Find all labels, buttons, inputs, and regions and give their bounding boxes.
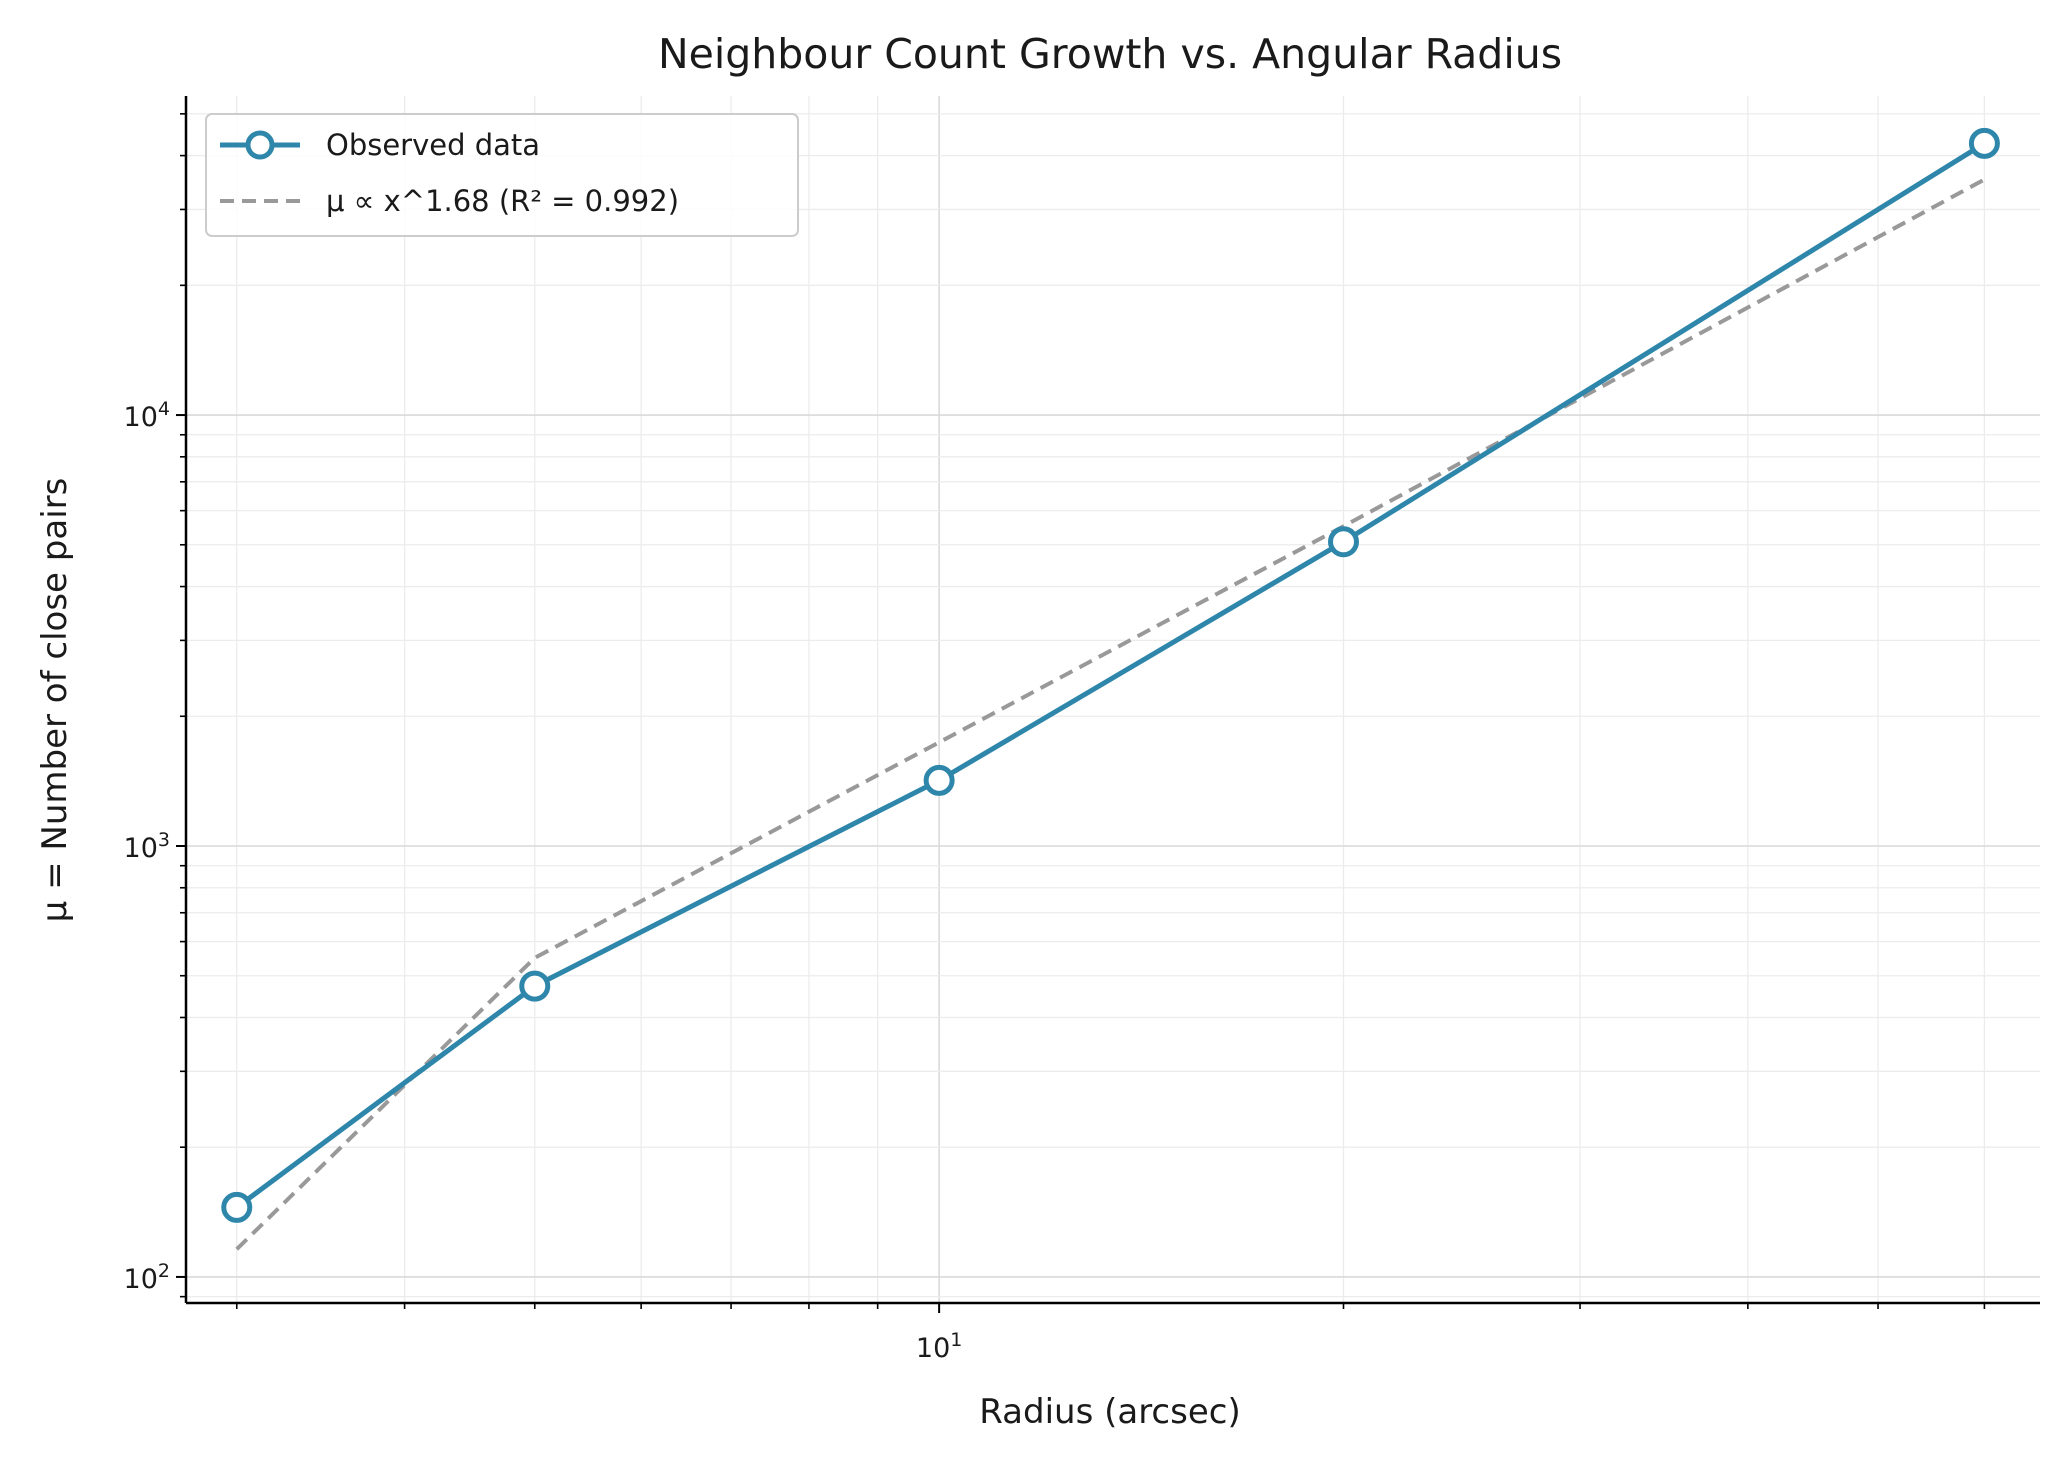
legend-label-fit: μ ∝ x^1.68 (R² = 0.992) [326, 184, 679, 218]
x-tick-label: 101 [916, 1329, 962, 1364]
legend-box [205, 113, 799, 237]
legend-label-observed: Observed data [326, 128, 540, 162]
data-point-observed [519, 970, 551, 1002]
y-tick-label: 104 [124, 398, 170, 433]
y-tick-label: 103 [124, 829, 170, 864]
legend-item-observed: Observed data [220, 128, 540, 162]
axes [184, 96, 2040, 1305]
legend-marker-observed [245, 130, 275, 160]
chart-title: Neighbour Count Growth vs. Angular Radiu… [658, 30, 1562, 78]
series-layer [221, 127, 2000, 1251]
legend: Observed data μ ∝ x^1.68 (R² = 0.992) [205, 113, 799, 237]
data-point-observed [221, 1191, 253, 1223]
data-point-observed [1968, 127, 2000, 159]
legend-item-fit: μ ∝ x^1.68 (R² = 0.992) [220, 184, 679, 218]
y-axis-label: μ = Number of close pairs [35, 478, 75, 923]
series-line-fit [235, 177, 1986, 1251]
data-point-observed [1327, 526, 1359, 558]
series-line-observed [235, 141, 1986, 1210]
x-axis-label: Radius (arcsec) [979, 1392, 1240, 1432]
data-point-observed [923, 764, 955, 796]
ticks: 101 102 103 104 [124, 113, 1986, 1364]
y-tick-label: 102 [124, 1260, 170, 1295]
grid [186, 96, 2040, 1303]
